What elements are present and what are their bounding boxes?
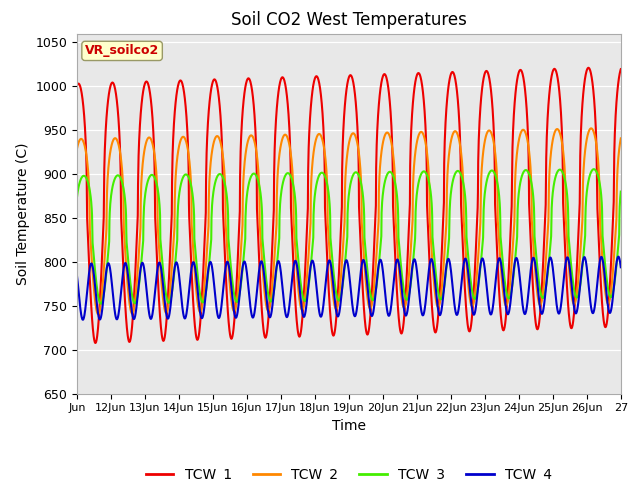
TCW_3 — [602, 264, 609, 269]
Legend: TCW_1, TCW_2, TCW_3, TCW_4: TCW_1, TCW_2, TCW_3, TCW_4 — [140, 462, 557, 480]
TCW_1 — [101, 146, 109, 152]
Y-axis label: Soil Temperature (C): Soil Temperature (C) — [15, 143, 29, 285]
TCW_4 — [73, 271, 81, 277]
TCW_1 — [502, 319, 509, 324]
TCW_1 — [73, 83, 81, 89]
TCW_1 — [617, 66, 625, 72]
TCW_4 — [502, 300, 509, 306]
TCW_2 — [502, 302, 509, 308]
TCW_2 — [94, 311, 102, 317]
Line: TCW_1: TCW_1 — [77, 68, 621, 343]
TCW_2 — [602, 289, 609, 295]
TCW_4 — [614, 254, 622, 260]
TCW_3 — [602, 266, 609, 272]
TCW_3 — [502, 283, 509, 289]
TCW_4 — [338, 291, 346, 297]
TCW_3 — [73, 196, 81, 202]
TCW_1 — [602, 324, 609, 330]
TCW_4 — [602, 279, 609, 285]
TCW_2 — [73, 147, 81, 153]
TCW_2 — [338, 265, 346, 271]
TCW_3 — [323, 181, 331, 187]
TCW_4 — [323, 266, 331, 272]
TCW_3 — [617, 189, 625, 194]
TCW_1 — [338, 211, 346, 216]
TCW_3 — [590, 166, 598, 172]
TCW_3 — [97, 301, 104, 307]
Line: TCW_4: TCW_4 — [77, 257, 621, 320]
TCW_3 — [338, 289, 346, 295]
TCW_1 — [602, 324, 609, 330]
TCW_2 — [602, 291, 609, 297]
TCW_4 — [79, 317, 86, 323]
TCW_1 — [92, 340, 99, 346]
TCW_4 — [101, 281, 109, 287]
Line: TCW_2: TCW_2 — [77, 128, 621, 314]
X-axis label: Time: Time — [332, 419, 366, 433]
TCW_2 — [101, 252, 109, 258]
TCW_3 — [101, 284, 109, 290]
TCW_1 — [584, 65, 592, 71]
TCW_2 — [617, 135, 625, 141]
TCW_2 — [323, 182, 331, 188]
TCW_4 — [601, 276, 609, 282]
TCW_1 — [323, 255, 331, 261]
Line: TCW_3: TCW_3 — [77, 169, 621, 304]
Title: Soil CO2 West Temperatures: Soil CO2 West Temperatures — [231, 11, 467, 29]
Text: VR_soilco2: VR_soilco2 — [85, 44, 159, 58]
TCW_2 — [588, 125, 595, 131]
TCW_4 — [617, 264, 625, 270]
